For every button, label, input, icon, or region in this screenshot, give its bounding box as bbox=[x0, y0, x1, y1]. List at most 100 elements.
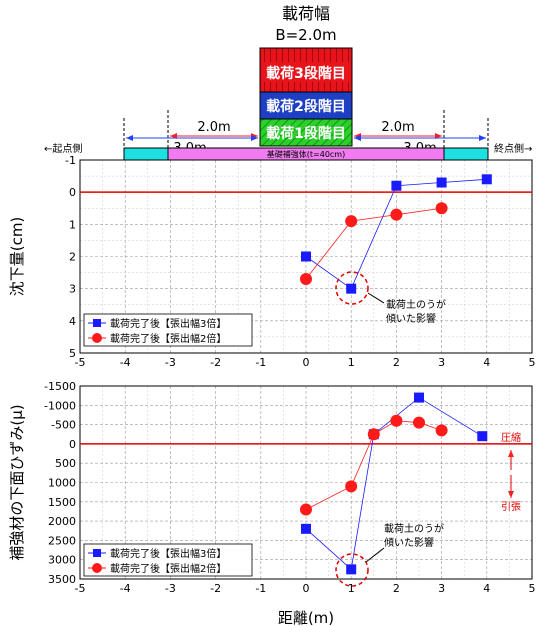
settlement-series-0-point bbox=[481, 174, 492, 185]
strain-legend: 載荷完了後【張出幅3倍】 載荷完了後【張出幅2倍】 bbox=[83, 543, 253, 577]
settlement-x-tick-label: 1 bbox=[348, 356, 355, 369]
settlement-y-tick-labels: -1 0 1 2 3 4 5 bbox=[65, 154, 76, 360]
settlement-plot-frame bbox=[79, 159, 533, 354]
settlement-y-tick-label: 4 bbox=[69, 315, 76, 328]
strain-series-0-point bbox=[346, 564, 357, 575]
strain-annotation-line-1: 載荷土のうが bbox=[384, 522, 444, 535]
dim-2m-right-label: 2.0m bbox=[381, 120, 414, 135]
strain-legend-marker-1 bbox=[92, 563, 102, 573]
settlement-x-tick-label: -4 bbox=[120, 356, 131, 369]
settlement-y-tick-label: 5 bbox=[69, 347, 76, 360]
settlement-x-tick-label: 0 bbox=[303, 356, 310, 369]
base-pad-left bbox=[123, 147, 169, 161]
strain-series-0-point bbox=[301, 523, 311, 534]
settlement-y-tick-label: 1 bbox=[69, 218, 76, 231]
strain-y-tick-label: 1500 bbox=[48, 496, 76, 509]
strain-y-tick-label: 500 bbox=[55, 457, 76, 470]
loading-diagram: 載荷幅 B=2.0m 載荷3段階目 載荷2段階目 載荷1段階目 2.0m 2.0… bbox=[44, 4, 532, 161]
settlement-x-tick-label: 4 bbox=[483, 356, 490, 369]
strain-y-tick-labels: -1500 -1000 -500 0 500 1000 1500 2000 2500 3000 35… bbox=[44, 380, 76, 586]
settlement-legend-marker-0 bbox=[93, 319, 101, 327]
strain-series bbox=[300, 392, 488, 575]
strain-y-axis-label: 補強材の下面ひずみ(μ) bbox=[8, 404, 26, 560]
strain-y-tick-label: 2000 bbox=[48, 515, 76, 528]
strain-series-1-point bbox=[367, 428, 380, 441]
load-stage-1-label: 載荷1段階目 bbox=[266, 125, 346, 142]
strain-annotation-line-2: 傾いた影響 bbox=[384, 536, 434, 549]
settlement-series-1-point bbox=[300, 273, 312, 286]
strain-series-1-point bbox=[390, 414, 403, 427]
load-stage-3-label-bg bbox=[262, 62, 350, 82]
settlement-series-0-point bbox=[301, 251, 311, 262]
settlement-y-tick-label: 2 bbox=[69, 251, 76, 264]
strain-y-tick-label: 2500 bbox=[48, 534, 76, 547]
tension-label: 引張 bbox=[501, 501, 521, 513]
strain-annotation-circle bbox=[335, 553, 369, 587]
strain-series-0-point bbox=[414, 392, 424, 403]
settlement-y-tick-label: -1 bbox=[65, 154, 76, 167]
strain-x-tick-label: -5 bbox=[75, 582, 86, 595]
settlement-series bbox=[300, 174, 492, 294]
settlement-annotation-leader bbox=[367, 292, 385, 304]
settlement-series-0-point bbox=[346, 283, 357, 294]
load-width-title: 載荷幅 bbox=[282, 4, 330, 23]
strain-y-tick-label: 3000 bbox=[48, 554, 76, 567]
strain-x-tick-label: 3 bbox=[438, 582, 445, 595]
strain-legend-label-1: 載荷完了後【張出幅2倍】 bbox=[110, 562, 226, 575]
dim-2m-left-label: 2.0m bbox=[197, 120, 230, 135]
settlement-x-tick-label: -1 bbox=[255, 356, 266, 369]
settlement-annotation-circle bbox=[335, 271, 369, 305]
strain-chart: -1500-1000-50005001000150020002500300035… bbox=[8, 380, 536, 626]
end-side-label: 終点側→ bbox=[494, 142, 532, 155]
strain-y-tick-label: -1000 bbox=[44, 399, 76, 412]
load-stage-3-label: 載荷3段階目 bbox=[266, 65, 346, 82]
settlement-series-1-point bbox=[390, 208, 403, 221]
strain-series-1-point bbox=[300, 503, 312, 516]
start-side-label: ←起点側 bbox=[44, 142, 82, 155]
settlement-annotation-line-2: 傾いた影響 bbox=[386, 312, 436, 325]
settlement-x-tick-label: -5 bbox=[75, 356, 86, 369]
settlement-legend-label-0: 載荷完了後【張出幅3倍】 bbox=[110, 317, 226, 330]
load-stage-1-block bbox=[259, 118, 353, 147]
settlement-y-axis-label: 沈下量(cm) bbox=[8, 217, 26, 297]
settlement-legend-label-1: 載荷完了後【張出幅2倍】 bbox=[110, 332, 226, 345]
settlement-series-1-point bbox=[345, 215, 358, 228]
strain-legend-label-0: 載荷完了後【張出幅3倍】 bbox=[110, 547, 226, 560]
strain-x-tick-label: 5 bbox=[529, 582, 536, 595]
strain-series-0-point bbox=[477, 431, 488, 442]
settlement-x-tick-labels: -5 -4 -3 -2 -1 0 1 2 3 4 5 bbox=[75, 356, 536, 369]
settlement-y-tick-label: 0 bbox=[69, 186, 76, 199]
strain-x-tick-label: -1 bbox=[255, 582, 266, 595]
strain-y-tick-label: 1000 bbox=[48, 477, 76, 490]
strain-x-tick-labels: -5 -4 -3 -2 -1 0 1 2 3 4 5 bbox=[75, 582, 536, 595]
strain-x-tick-label: 2 bbox=[393, 582, 400, 595]
settlement-series-0-point bbox=[391, 180, 402, 191]
settlement-x-tick-label: -2 bbox=[210, 356, 221, 369]
settlement-series-1-line bbox=[305, 207, 442, 280]
settlement-x-tick-label: 5 bbox=[529, 356, 536, 369]
settlement-y-tick-label: 3 bbox=[69, 283, 76, 296]
strain-x-tick-label: 0 bbox=[303, 582, 310, 595]
strain-x-tick-label: 4 bbox=[483, 582, 490, 595]
strain-series-1-point bbox=[435, 424, 448, 437]
strain-y-tick-label: -1500 bbox=[44, 380, 76, 393]
settlement-x-tick-label: -3 bbox=[165, 356, 176, 369]
strain-y-tick-label: 3500 bbox=[48, 573, 76, 586]
strain-x-tick-label: -4 bbox=[120, 582, 131, 595]
settlement-legend-marker-1 bbox=[92, 333, 102, 343]
load-stage-2-label: 載荷2段階目 bbox=[266, 98, 346, 115]
settlement-chart: -1 0 1 2 3 4 5 -5 -4 -3 -2 -1 0 1 2 3 4 5 沈下量(cm) 載荷土のうが… bbox=[8, 154, 536, 369]
settlement-series-1-point bbox=[435, 202, 448, 215]
strain-series-1-point bbox=[413, 416, 425, 429]
strain-legend-marker-0 bbox=[93, 549, 101, 557]
strain-y-tick-label: 0 bbox=[69, 438, 76, 451]
strain-legend-box bbox=[83, 543, 253, 577]
strain-x-tick-label: 1 bbox=[348, 582, 355, 595]
base-pad-right bbox=[443, 147, 489, 161]
strain-y-tick-label: -500 bbox=[51, 419, 76, 432]
strain-series-1-point bbox=[345, 480, 358, 493]
strain-x-axis-label: 距離(m) bbox=[278, 609, 334, 626]
settlement-x-tick-label: 3 bbox=[438, 356, 445, 369]
settlement-x-tick-label: 2 bbox=[393, 356, 400, 369]
